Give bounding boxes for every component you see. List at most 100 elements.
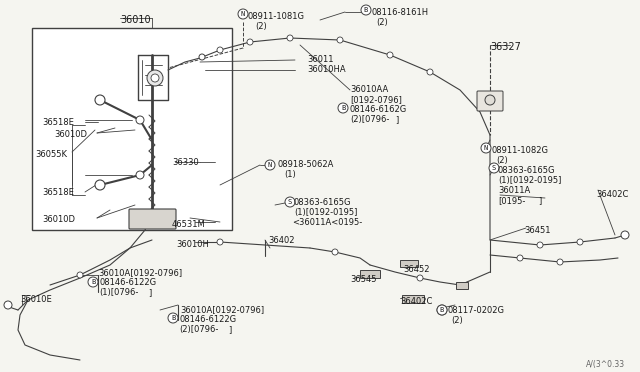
- Text: 08146-6162G: 08146-6162G: [350, 105, 407, 114]
- Text: (1): (1): [284, 170, 296, 179]
- Circle shape: [621, 231, 629, 239]
- Text: S: S: [288, 199, 292, 205]
- Text: 36452: 36452: [403, 265, 429, 274]
- Text: 08363-6165G: 08363-6165G: [498, 166, 556, 175]
- Bar: [400, 260, 418, 267]
- Bar: [360, 270, 380, 278]
- Circle shape: [151, 74, 159, 82]
- Text: 36055K: 36055K: [35, 150, 67, 159]
- Text: 36010E: 36010E: [20, 295, 52, 304]
- Text: (2)[0796-: (2)[0796-: [179, 325, 218, 334]
- Text: S: S: [492, 165, 496, 171]
- FancyBboxPatch shape: [129, 209, 176, 229]
- Circle shape: [287, 35, 293, 41]
- Circle shape: [168, 313, 178, 323]
- Text: N: N: [241, 11, 245, 17]
- Text: 46531M: 46531M: [172, 220, 205, 229]
- Text: (2): (2): [496, 156, 508, 165]
- Text: 08911-1081G: 08911-1081G: [248, 12, 305, 21]
- FancyBboxPatch shape: [477, 91, 503, 111]
- Text: 08146-6122G: 08146-6122G: [99, 278, 156, 287]
- Text: N: N: [484, 145, 488, 151]
- Text: 36402C: 36402C: [400, 297, 433, 306]
- Text: 36010D: 36010D: [54, 130, 87, 139]
- Bar: [402, 295, 424, 303]
- Text: 36330: 36330: [172, 158, 199, 167]
- Text: 36327: 36327: [490, 42, 521, 52]
- Text: [0195-: [0195-: [498, 196, 525, 205]
- Circle shape: [247, 39, 253, 45]
- Text: 08918-5062A: 08918-5062A: [278, 160, 334, 169]
- Circle shape: [337, 37, 343, 43]
- Circle shape: [147, 70, 163, 86]
- Text: (2): (2): [451, 316, 463, 325]
- Text: B: B: [364, 7, 368, 13]
- Text: 36010A[0192-0796]: 36010A[0192-0796]: [180, 305, 264, 314]
- Text: 36402C: 36402C: [596, 190, 628, 199]
- Circle shape: [88, 277, 98, 287]
- Circle shape: [481, 143, 491, 153]
- Text: 08363-6165G: 08363-6165G: [294, 198, 351, 207]
- Bar: [32, 28, 232, 230]
- Text: <36011A<0195-: <36011A<0195-: [292, 218, 362, 227]
- Text: 08116-8161H: 08116-8161H: [371, 8, 428, 17]
- Text: 08911-1082G: 08911-1082G: [491, 146, 548, 155]
- Text: 36011A: 36011A: [498, 186, 531, 195]
- Circle shape: [136, 171, 144, 179]
- Circle shape: [217, 47, 223, 53]
- Circle shape: [557, 259, 563, 265]
- Text: 36010: 36010: [120, 15, 150, 25]
- Text: ]: ]: [395, 115, 398, 124]
- Circle shape: [427, 69, 433, 75]
- Circle shape: [387, 52, 393, 58]
- Text: (1)[0192-0195]: (1)[0192-0195]: [294, 208, 357, 217]
- Text: 36010D: 36010D: [42, 215, 75, 224]
- Bar: [456, 282, 468, 289]
- Text: 36518E: 36518E: [42, 118, 74, 127]
- Text: B: B: [440, 307, 444, 313]
- Text: (1)[0192-0195]: (1)[0192-0195]: [498, 176, 561, 185]
- Circle shape: [517, 255, 523, 261]
- Text: (2): (2): [376, 18, 388, 27]
- Circle shape: [361, 5, 371, 15]
- Text: N: N: [268, 162, 272, 168]
- Circle shape: [577, 239, 583, 245]
- Circle shape: [489, 163, 499, 173]
- Circle shape: [285, 197, 295, 207]
- Circle shape: [265, 160, 275, 170]
- Text: (2): (2): [255, 22, 267, 31]
- Text: 36402: 36402: [268, 236, 294, 245]
- Text: ]: ]: [228, 325, 231, 334]
- Text: 36545: 36545: [350, 275, 376, 284]
- Circle shape: [95, 180, 105, 190]
- Text: 36010H: 36010H: [176, 240, 209, 249]
- Text: 36010HA: 36010HA: [307, 65, 346, 74]
- Circle shape: [437, 305, 447, 315]
- Circle shape: [77, 272, 83, 278]
- Text: ]: ]: [148, 288, 151, 297]
- Text: 08117-0202G: 08117-0202G: [447, 306, 504, 315]
- Text: (2)[0796-: (2)[0796-: [350, 115, 389, 124]
- Text: 08146-6122G: 08146-6122G: [179, 315, 236, 324]
- Text: B: B: [91, 279, 95, 285]
- Text: A/(3^0.33: A/(3^0.33: [586, 360, 625, 369]
- Circle shape: [338, 103, 348, 113]
- Text: (1)[0796-: (1)[0796-: [99, 288, 138, 297]
- Text: ]: ]: [538, 196, 541, 205]
- Circle shape: [238, 9, 248, 19]
- Circle shape: [485, 95, 495, 105]
- Text: B: B: [341, 105, 345, 111]
- Text: 36011: 36011: [307, 55, 333, 64]
- Circle shape: [95, 95, 105, 105]
- Circle shape: [417, 275, 423, 281]
- Text: 36451: 36451: [524, 226, 550, 235]
- Circle shape: [437, 305, 447, 315]
- Text: 36010A[0192-0796]: 36010A[0192-0796]: [98, 268, 182, 277]
- Text: B: B: [440, 307, 444, 313]
- Text: [0192-0796]: [0192-0796]: [350, 95, 402, 104]
- Text: B: B: [171, 315, 175, 321]
- Text: 36010AA: 36010AA: [350, 85, 388, 94]
- Circle shape: [217, 239, 223, 245]
- Circle shape: [537, 242, 543, 248]
- Circle shape: [199, 54, 205, 60]
